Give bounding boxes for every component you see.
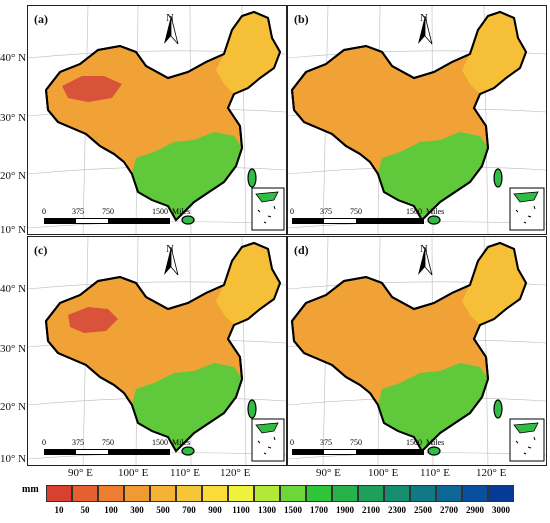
map-panel-a: (a) N 0 375 750 1500 Miles bbox=[27, 5, 287, 235]
legend-swatch bbox=[202, 485, 228, 502]
legend-tick-label: 2100 bbox=[362, 505, 380, 515]
north-arrow-label: N bbox=[166, 243, 174, 255]
scale-unit: Miles bbox=[172, 207, 191, 216]
scale-bar-segment bbox=[324, 449, 356, 455]
panel-label: (c) bbox=[34, 243, 48, 257]
lon-label: 100° E bbox=[368, 467, 399, 479]
scale-bar-line bbox=[292, 449, 424, 455]
scale-bar: 0 375 750 1500 Miles bbox=[42, 207, 192, 224]
scale-tick: 375 bbox=[72, 207, 84, 216]
legend-tick-label: 1700 bbox=[310, 505, 328, 515]
legend-swatch bbox=[46, 485, 72, 502]
legend-swatch bbox=[150, 485, 176, 502]
legend-swatch bbox=[280, 485, 306, 502]
north-arrow-label: N bbox=[166, 12, 174, 24]
lat-label: 20° N bbox=[0, 170, 27, 182]
scale-unit: Miles bbox=[426, 438, 445, 447]
legend-tick-label: 700 bbox=[182, 505, 196, 515]
north-arrow-label: N bbox=[420, 243, 428, 255]
legend-swatch bbox=[462, 485, 488, 502]
lon-label: 90° E bbox=[68, 467, 93, 479]
scale-unit: Miles bbox=[426, 207, 445, 216]
legend-swatch bbox=[488, 485, 514, 502]
legend-tick-label: 3000 bbox=[492, 505, 510, 515]
legend-tick-label: 1900 bbox=[336, 505, 354, 515]
scale-tick: 1500 bbox=[406, 438, 422, 447]
legend-tick-label: 2700 bbox=[440, 505, 458, 515]
map-panel-d: (d) N 0 375 750 1500 Miles bbox=[287, 236, 547, 466]
scale-bar: 0 375 750 1500 Miles bbox=[290, 438, 444, 455]
legend-tick-label: 10 bbox=[54, 505, 64, 515]
legend-swatch bbox=[306, 485, 332, 502]
legend-swatch bbox=[332, 485, 358, 502]
lon-label: 110° E bbox=[420, 467, 450, 479]
lat-label: 40° N bbox=[0, 283, 27, 295]
scale-tick: 375 bbox=[72, 438, 84, 447]
lat-label: 20° N bbox=[0, 401, 27, 413]
legend-tick-label: 2500 bbox=[414, 505, 432, 515]
legend-tick-label: 900 bbox=[208, 505, 222, 515]
legend-tick-label: 100 bbox=[104, 505, 118, 515]
legend-swatch bbox=[228, 485, 254, 502]
china-map-b bbox=[288, 6, 546, 234]
scale-tick: 0 bbox=[42, 438, 46, 447]
legend-swatch bbox=[176, 485, 202, 502]
scale-tick: 1500 bbox=[152, 207, 168, 216]
legend-tick-label: 2300 bbox=[388, 505, 406, 515]
scale-bar: 0 375 750 1500 Miles bbox=[290, 207, 444, 224]
scale-bar-segment bbox=[324, 218, 356, 224]
legend-swatch bbox=[254, 485, 280, 502]
scale-tick: 750 bbox=[350, 207, 362, 216]
legend-swatch bbox=[72, 485, 98, 502]
scale-tick: 0 bbox=[42, 207, 46, 216]
china-map-c bbox=[28, 237, 286, 465]
scale-tick: 375 bbox=[320, 438, 332, 447]
legend-tick-label: 1100 bbox=[232, 505, 250, 515]
legend-tick-label: 300 bbox=[130, 505, 144, 515]
lat-label: 10° N bbox=[0, 453, 27, 465]
panel-label: (d) bbox=[294, 243, 309, 257]
legend-tick-label: 1300 bbox=[258, 505, 276, 515]
scale-bar-segment bbox=[76, 449, 108, 455]
scale-bar: 0 375 750 1500 Miles bbox=[42, 438, 192, 455]
scale-bar-line bbox=[292, 218, 424, 224]
map-panel-b: (b) N 0 375 750 1500 Miles bbox=[287, 5, 547, 235]
north-arrow-label: N bbox=[420, 12, 428, 24]
lat-label: 40° N bbox=[0, 52, 27, 64]
legend-swatch bbox=[98, 485, 124, 502]
scale-unit: Miles bbox=[172, 438, 191, 447]
lon-label: 110° E bbox=[170, 467, 200, 479]
china-map-d bbox=[288, 237, 546, 465]
legend-swatch bbox=[436, 485, 462, 502]
legend-swatch bbox=[384, 485, 410, 502]
lat-label: 30° N bbox=[0, 343, 27, 355]
scale-tick: 750 bbox=[102, 207, 114, 216]
lat-label: 10° N bbox=[0, 224, 27, 236]
lat-label: 30° N bbox=[0, 112, 27, 124]
china-map-a bbox=[28, 6, 286, 234]
scale-tick: 750 bbox=[350, 438, 362, 447]
legend-tick-label: 1500 bbox=[284, 505, 302, 515]
map-panel-c: (c) N 0 375 750 1500 Miles bbox=[27, 236, 287, 466]
panel-label: (b) bbox=[294, 12, 309, 26]
panel-label: (a) bbox=[34, 12, 48, 26]
scale-tick: 0 bbox=[290, 438, 294, 447]
scale-tick: 750 bbox=[102, 438, 114, 447]
legend-unit: mm bbox=[22, 484, 39, 495]
legend-tick-label: 50 bbox=[80, 505, 90, 515]
scale-tick: 0 bbox=[290, 207, 294, 216]
lon-label: 90° E bbox=[316, 467, 341, 479]
scale-tick: 1500 bbox=[152, 438, 168, 447]
legend-tick-label: 2900 bbox=[466, 505, 484, 515]
lon-label: 120° E bbox=[220, 467, 251, 479]
legend-tick-label: 500 bbox=[156, 505, 170, 515]
lon-label: 120° E bbox=[476, 467, 507, 479]
legend-swatch bbox=[124, 485, 150, 502]
legend-swatch bbox=[358, 485, 384, 502]
scale-tick: 1500 bbox=[406, 207, 422, 216]
legend-swatch bbox=[410, 485, 436, 502]
lon-label: 100° E bbox=[118, 467, 149, 479]
scale-tick: 375 bbox=[320, 207, 332, 216]
scale-bar-segment bbox=[76, 218, 108, 224]
